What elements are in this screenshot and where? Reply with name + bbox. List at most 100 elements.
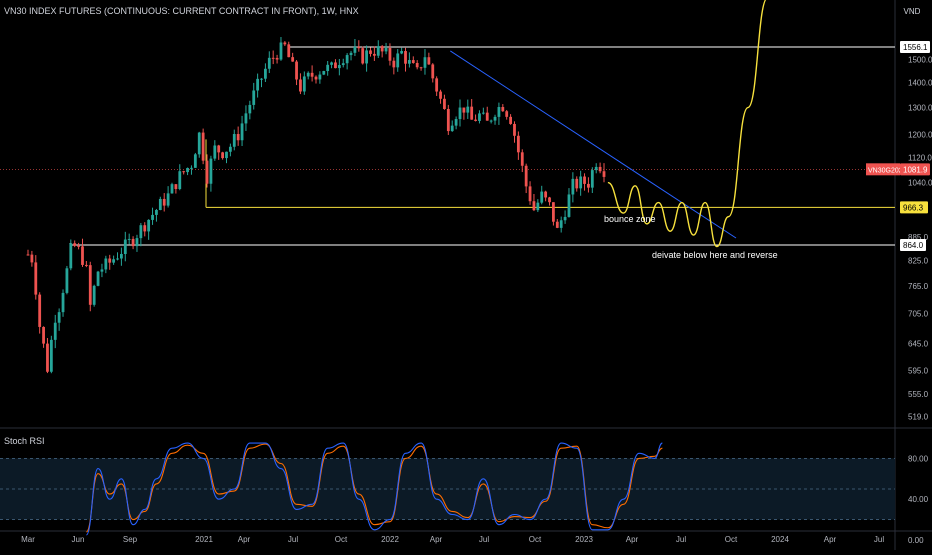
candle-body — [341, 63, 345, 66]
candle-body — [96, 271, 100, 286]
chart-title: VN30 INDEX FUTURES (CONTINUOUS: CURRENT … — [4, 6, 359, 16]
candle-body — [104, 258, 108, 270]
price-tick-label: 595.0 — [908, 367, 929, 376]
time-axis-label: Jun — [72, 535, 85, 544]
candle-body — [435, 78, 439, 92]
candle-body — [353, 46, 357, 53]
price-tick-label: 705.0 — [908, 309, 929, 318]
time-axis-label: 2024 — [771, 535, 789, 544]
bounce-zone-label: bounce zone — [604, 214, 656, 224]
candle-body — [116, 258, 119, 260]
projection-path — [607, 0, 767, 248]
candle-body — [524, 165, 528, 187]
candle-body — [61, 292, 65, 313]
price-tick-label: 645.0 — [908, 339, 929, 348]
candle-body — [369, 50, 372, 54]
candle-body — [310, 72, 314, 77]
candle-body — [162, 198, 166, 206]
candle-body — [38, 294, 42, 327]
time-axis-label: Apr — [238, 535, 251, 544]
candle-body — [49, 339, 53, 372]
candle-body — [209, 158, 213, 184]
candle-body — [404, 51, 407, 64]
candle-body — [205, 160, 209, 184]
candle-body — [112, 259, 116, 263]
candle-body — [501, 107, 505, 112]
symbol-badge: VN30G2023 — [868, 167, 907, 174]
candle-body — [579, 176, 583, 189]
candle-body — [513, 123, 516, 136]
candle-body — [419, 67, 423, 69]
candle-body — [182, 171, 186, 173]
time-axis-label: Jul — [676, 535, 686, 544]
candle-body — [520, 152, 524, 166]
candle-body — [563, 216, 567, 221]
candle-body — [334, 62, 337, 69]
time-axis-label: 2021 — [195, 535, 213, 544]
candle-body — [528, 186, 532, 202]
candle-body — [190, 167, 193, 169]
candle-body — [217, 145, 221, 153]
stoch-rsi-title: Stoch RSI — [4, 436, 45, 446]
candle-body — [42, 326, 45, 344]
time-axis-label: Oct — [335, 535, 348, 544]
candle-body — [186, 168, 189, 173]
candle-body — [598, 166, 602, 172]
price-tick-label: 825.0 — [908, 257, 929, 266]
rsi-tick-label: 80.00 — [908, 454, 929, 463]
candle-body — [34, 262, 38, 295]
candle-body — [481, 112, 485, 114]
time-axis-label: Apr — [430, 535, 443, 544]
candle-body — [372, 53, 376, 56]
candle-body — [69, 243, 73, 269]
candle-body — [474, 119, 477, 121]
rsi-tick-label: 0.00 — [908, 536, 924, 545]
candle-body — [478, 113, 481, 121]
candle-body — [30, 254, 34, 263]
rsi-tick-label: 40.00 — [908, 495, 929, 504]
candle-body — [236, 134, 240, 141]
candle-body — [318, 74, 322, 80]
candle-body — [248, 104, 252, 114]
candle-body — [345, 55, 349, 64]
candle-body — [135, 238, 139, 247]
candle-body — [497, 107, 501, 117]
price-tick-label: 1300.0 — [908, 104, 932, 113]
price-tick-label: 555.0 — [908, 390, 929, 399]
candle-body — [380, 46, 384, 52]
candle-body — [275, 57, 279, 60]
candle-body — [84, 264, 88, 266]
candle-body — [244, 113, 248, 124]
candle-body — [166, 193, 170, 206]
candle-body — [201, 132, 205, 161]
candle-body — [594, 166, 598, 171]
candle-body — [65, 268, 69, 293]
time-axis-label: Sep — [123, 535, 138, 544]
candle-body — [493, 116, 497, 121]
candle-body — [583, 176, 586, 184]
candle-body — [123, 239, 127, 254]
price-tick-label: 885.0 — [908, 233, 929, 242]
candle-body — [221, 152, 224, 159]
candle-body — [225, 151, 228, 159]
time-axis-label: Oct — [529, 535, 542, 544]
candle-body — [516, 135, 520, 153]
candle-body — [443, 98, 446, 109]
candle-body — [544, 191, 548, 198]
candle-body — [139, 225, 143, 239]
candle-body — [283, 42, 287, 45]
candle-body — [314, 76, 318, 80]
candle-body — [120, 253, 123, 259]
candle-body — [92, 285, 96, 305]
candle-body — [232, 134, 236, 147]
candle-body — [470, 106, 474, 120]
candle-body — [228, 146, 232, 152]
candle-body — [256, 78, 260, 91]
badge-966: 966.3 — [903, 203, 924, 212]
price-tick-label: 519.0 — [908, 413, 929, 422]
candle-body — [291, 57, 295, 62]
candle-body — [170, 184, 174, 194]
candle-body — [174, 184, 178, 190]
badge-1556-bg — [900, 41, 930, 53]
candle-body — [388, 47, 392, 61]
